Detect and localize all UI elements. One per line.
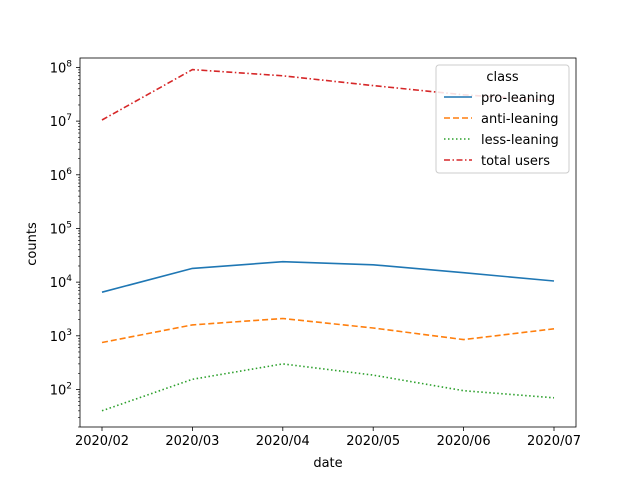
x-tick-label: 2020/07 bbox=[527, 434, 581, 449]
x-tick-label: 2020/05 bbox=[346, 434, 400, 449]
plot-frame bbox=[79, 57, 577, 428]
series-line-anti-leaning bbox=[101, 317, 555, 344]
y-axis-label: counts bbox=[25, 222, 40, 266]
legend-entry: less-leaning bbox=[481, 133, 559, 148]
legend-title: class bbox=[486, 70, 518, 85]
y-tick-label: 105 bbox=[50, 220, 72, 237]
x-tick-label: 2020/02 bbox=[75, 434, 129, 449]
x-tick-label: 2020/04 bbox=[256, 434, 310, 449]
y-tick-label: 107 bbox=[50, 113, 72, 130]
y-tick-label: 102 bbox=[50, 381, 72, 398]
series-line-pro-leaning bbox=[101, 260, 555, 293]
legend-box bbox=[435, 64, 570, 174]
y-tick-label: 106 bbox=[50, 167, 73, 184]
axes: 102 103 104 105 106 107 108 2020/02 2020/03 2020/… bbox=[50, 57, 581, 449]
x-tick-label: 2020/03 bbox=[165, 434, 219, 449]
legend-entry: anti-leaning bbox=[481, 112, 559, 127]
y-tick-label: 103 bbox=[50, 328, 72, 345]
x-tick-label: 2020/06 bbox=[437, 434, 491, 449]
x-axis-label: date bbox=[313, 456, 342, 471]
y-tick-label: 108 bbox=[50, 59, 73, 76]
series-line-less-leaning bbox=[101, 363, 555, 412]
legend: class pro-leaning anti-leaning less-leaning… bbox=[435, 64, 570, 174]
legend-entry: pro-leaning bbox=[481, 91, 555, 106]
y-tick-label: 104 bbox=[50, 274, 73, 291]
legend-entry: total users bbox=[481, 154, 550, 169]
